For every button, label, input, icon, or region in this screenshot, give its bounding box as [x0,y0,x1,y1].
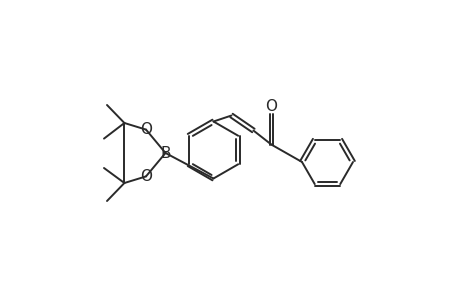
Text: O: O [265,99,277,114]
Text: O: O [140,169,151,184]
Text: O: O [140,122,151,137]
Text: B: B [160,146,170,160]
